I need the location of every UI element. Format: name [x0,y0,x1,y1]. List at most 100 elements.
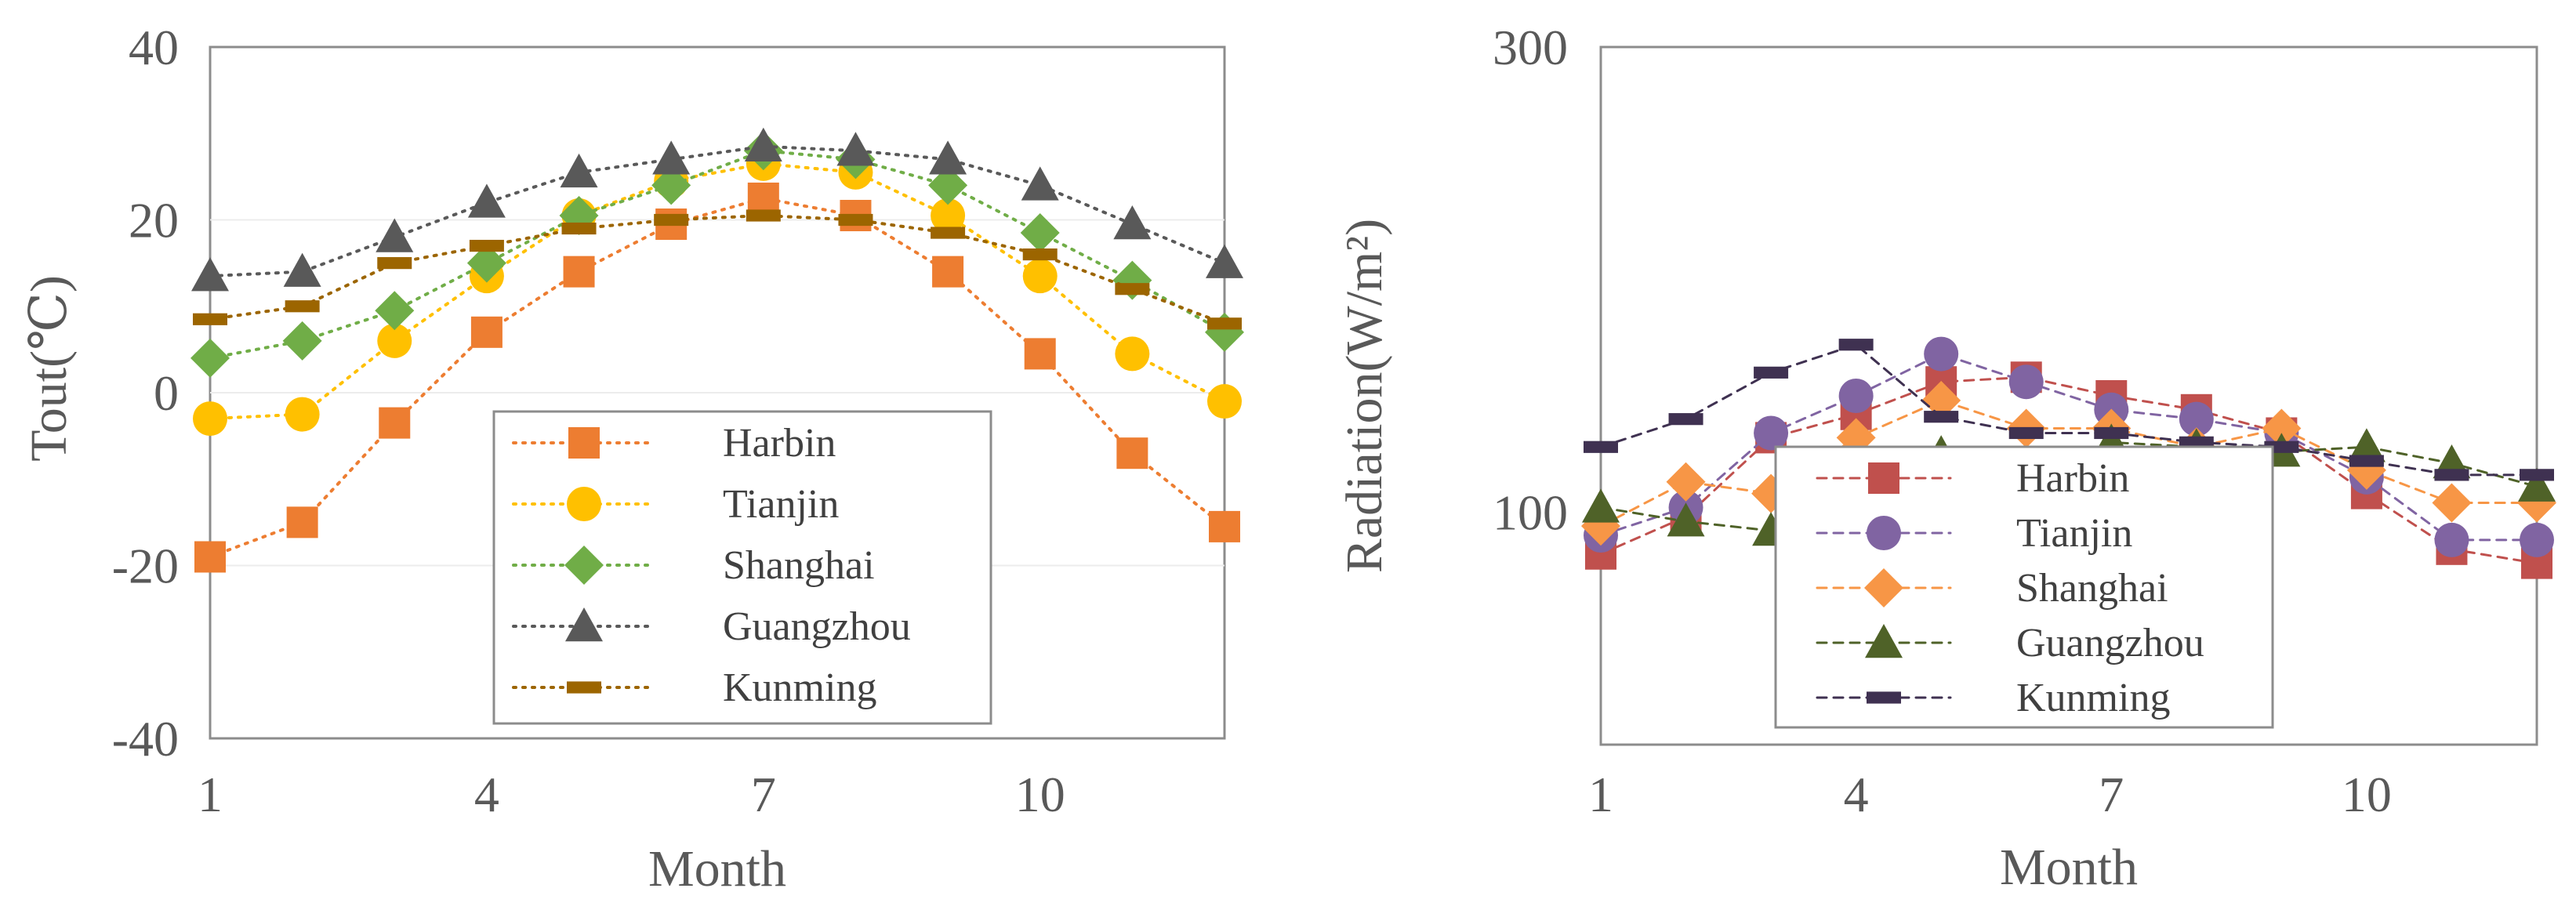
legend-marker-harbin [1868,462,1899,494]
data-point-guangzhou [1582,488,1620,523]
data-point-shanghai [2262,408,2302,448]
data-point-kunming [2349,455,2384,467]
x-tick-label: 10 [2342,767,2392,822]
data-point-harbin [1116,437,1148,470]
x-tick-label: 4 [474,767,499,822]
data-point-harbin [1209,510,1240,542]
data-point-harbin [470,316,503,348]
legend-item-tianjin: Tianjin [512,482,839,527]
data-point-kunming [2008,426,2044,440]
data-point-harbin [1024,338,1056,370]
data-point-tianjin [1022,259,1058,294]
data-point-shanghai [1020,213,1060,253]
data-point-kunming [1754,366,1789,379]
data-point-kunming [2094,426,2129,440]
legend-item-kunming: Kunming [1816,676,2170,720]
data-point-tianjin [1754,415,1789,451]
x-tick-label: 7 [751,767,776,822]
legend-marker-shanghai [1864,568,1903,607]
y-tick-label: -20 [112,538,179,594]
data-point-kunming [285,300,320,313]
data-point-harbin [932,256,964,288]
x-axis-title: Month [648,840,786,897]
data-point-tianjin [2008,364,2044,400]
temperature-chart: Tout(℃) Month -40 -20 0 20 40 1 4 7 10 Harbin Ti… [20,20,1244,897]
legend-item-tianjin: Tianjin [1816,511,2132,556]
legend: Harbin Tianjin Shanghai Guangzhou Kunming [492,410,992,725]
data-point-guangzhou [2347,428,2386,462]
legend-label: Guangzhou [2016,621,2204,665]
legend-item-harbin: Harbin [1816,456,2129,501]
data-point-kunming [2434,469,2469,481]
data-point-harbin [563,256,595,288]
data-point-kunming [1115,283,1150,296]
series-guangzhou [191,127,1243,292]
legend-label: Tianjin [2016,511,2132,556]
data-point-tianjin [2434,522,2469,557]
legend-label: Harbin [723,421,836,466]
data-point-harbin [379,407,411,439]
series-line-guangzhou [1599,441,2538,532]
legend-item-shanghai: Shanghai [512,543,875,588]
y-tick-label: 300 [1493,20,1568,75]
data-point-harbin [286,506,318,538]
y-tick-labels: 100 300 [1493,20,1568,540]
data-point-shanghai [190,338,230,378]
data-point-guangzhou [929,140,967,175]
y-tick-labels: -40 -20 0 20 40 [112,20,179,767]
legend-label: Kunming [723,665,876,710]
data-point-kunming [746,209,781,222]
data-point-shanghai [375,291,415,331]
series-line-shanghai [209,149,1226,360]
legend-label: Shanghai [723,543,875,588]
legend-marker-tianjin [567,487,601,521]
x-tick-label: 1 [198,767,223,822]
data-point-guangzhou [560,153,598,188]
data-point-guangzhou [1113,205,1152,240]
legend-marker-kunming [567,681,601,694]
radiation-chart: Radiation(W/m²) Month 100 300 1 4 7 10 Harbi… [1336,20,2556,896]
x-tick-labels: 1 4 7 10 [1588,767,2392,822]
legend-marker-shanghai [564,546,604,585]
data-point-tianjin [1207,384,1242,419]
legend-marker-kunming [1867,691,1901,704]
y-axis-title: Radiation(W/m²) [1336,219,1393,573]
data-point-kunming [654,213,689,227]
data-point-kunming [2179,436,2214,448]
data-point-guangzhou [652,140,691,175]
legend-item-guangzhou: Guangzhou [1816,621,2204,665]
data-point-shanghai [466,243,506,283]
data-point-tianjin [2179,401,2214,437]
data-point-tianjin [931,198,966,233]
data-point-kunming [469,239,504,252]
data-point-tianjin [377,323,412,358]
data-point-shanghai [1921,380,1961,420]
x-axis-title: Month [2000,839,2138,896]
legend-label: Harbin [2016,456,2129,501]
data-point-shanghai [651,165,691,205]
legend-label: Tianjin [723,482,839,527]
data-point-tianjin [285,397,320,432]
data-point-tianjin [1115,336,1150,372]
legend-label: Guangzhou [723,604,911,649]
data-point-tianjin [1838,379,1874,413]
legend-marker-guangzhou [1865,624,1903,658]
series-kunming [193,209,1242,330]
data-point-guangzhou [376,218,414,252]
legend-label: Shanghai [2016,566,2168,611]
data-point-kunming [377,257,412,270]
data-point-shanghai [928,165,968,205]
data-point-kunming [2520,469,2554,481]
legend-item-harbin: Harbin [512,421,836,466]
x-tick-label: 4 [1844,767,1869,822]
data-point-shanghai [1666,462,1706,502]
series-shanghai [190,131,1244,378]
data-point-guangzhou [1206,244,1243,278]
y-tick-label: 20 [129,193,179,248]
data-point-shanghai [282,321,322,361]
data-point-kunming [1022,248,1058,261]
legend-item-shanghai: Shanghai [1816,566,2168,611]
data-point-kunming [1838,339,1874,351]
